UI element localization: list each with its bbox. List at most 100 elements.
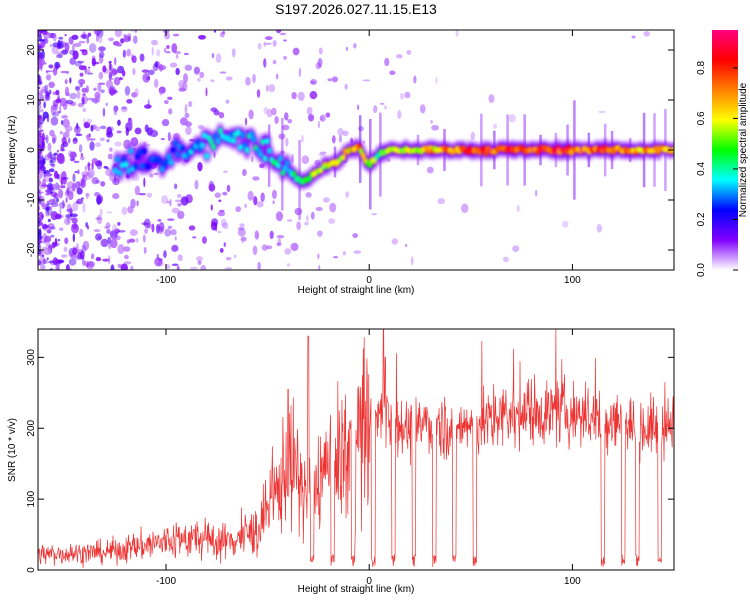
- spectrogram-noise-blob: [49, 160, 54, 164]
- spectrogram-noise-blob: [58, 36, 64, 40]
- spectrogram-noise-blob: [241, 237, 245, 244]
- spectrogram-noise-blob: [344, 83, 348, 90]
- spectrogram-noise-blob: [131, 55, 137, 64]
- spectrogram-noise-blob: [64, 237, 69, 245]
- spectrogram-noise-blob: [38, 86, 41, 90]
- spectrogram-noise-blob: [54, 237, 58, 247]
- spectrogram-noise-blob: [146, 143, 151, 147]
- spectrogram-noise-blob: [247, 190, 254, 201]
- spectrogram-noise-blob: [171, 43, 178, 53]
- ridge-core-blob: [139, 163, 145, 170]
- spectrogram-y-tick-label: -20: [26, 242, 37, 257]
- spectrogram-noise-blob: [271, 107, 277, 116]
- spectrogram-noise-blob: [38, 256, 46, 266]
- spectrogram-noise-blob: [221, 222, 229, 230]
- spectrogram-noise-blob: [197, 260, 202, 265]
- spectrogram-noise-blob: [306, 106, 313, 116]
- spectrogram-noise-blob: [263, 41, 266, 47]
- spectrogram-noise-blob: [83, 260, 87, 267]
- spectrogram-noise-blob: [315, 206, 323, 212]
- spectrogram-noise-blob: [52, 137, 56, 144]
- spectrogram-noise-blob: [460, 203, 469, 214]
- spectrogram-noise-blob: [53, 152, 58, 156]
- spectrogram-noise-blob: [120, 38, 125, 44]
- spectrogram-noise-blob: [87, 225, 90, 230]
- spectrogram-noise-blob: [53, 170, 59, 179]
- spectrogram-noise-blob: [76, 187, 83, 195]
- spectrogram-noise-blob: [136, 200, 139, 207]
- spectrogram-noise-blob: [345, 191, 350, 198]
- spectrogram-noise-blob: [406, 49, 412, 55]
- spectrogram-noise-blob: [266, 245, 273, 250]
- ridge-core-blob: [202, 132, 208, 139]
- spectrogram-noise-blob: [103, 166, 108, 169]
- spectrogram-noise-blob: [99, 208, 103, 216]
- spectrogram-noise-blob: [111, 236, 117, 241]
- spectrogram-noise-blob: [240, 236, 247, 242]
- spectrogram-noise-blob: [252, 245, 258, 256]
- spectrogram-noise-blob: [82, 107, 87, 113]
- spectrogram-noise-blob: [161, 118, 170, 127]
- spectrogram-noise-blob: [52, 99, 59, 107]
- spectrogram-noise-blob: [143, 177, 146, 188]
- spectrogram-noise-blob: [81, 87, 88, 93]
- spectrogram-noise-blob: [244, 117, 248, 126]
- spectrogram-noise-blob: [51, 112, 60, 117]
- spectrogram-noise-blob: [93, 229, 101, 233]
- spectrogram-noise-blob: [82, 96, 85, 105]
- ridge-core-blob: [157, 157, 163, 165]
- spectrogram-noise-blob: [48, 168, 55, 173]
- ridge-core-blob: [226, 136, 232, 144]
- spectrogram-noise-blob: [210, 79, 215, 83]
- spectrogram-noise-blob: [41, 141, 45, 147]
- spectrogram-noise-blob: [257, 42, 262, 50]
- spectrogram-y-label: Frequency (Hz): [7, 116, 18, 185]
- spectrogram-noise-blob: [317, 230, 323, 237]
- spectrogram-noise-blob: [319, 151, 327, 154]
- spectrogram-noise-blob: [80, 34, 87, 39]
- spectrogram-noise-blob: [310, 211, 315, 220]
- spectrogram-noise-blob: [86, 72, 94, 75]
- spectrogram-noise-blob: [121, 70, 126, 77]
- spectrogram-noise-blob: [296, 221, 302, 231]
- spectrogram-noise-blob: [80, 179, 87, 189]
- spectrogram-noise-blob: [174, 183, 178, 190]
- spectrogram-noise-blob: [219, 248, 224, 253]
- spectrogram-noise-blob: [40, 108, 44, 113]
- spectrogram-noise-blob: [333, 256, 339, 259]
- colorbar-tick-label: 0.4: [696, 162, 707, 176]
- spectrogram-noise-blob: [171, 207, 180, 214]
- spectrogram-noise-blob: [197, 124, 204, 130]
- spectrogram-noise-blob: [141, 69, 150, 73]
- spectrogram-noise-blob: [122, 49, 126, 58]
- spectrogram-noise-blob: [239, 223, 245, 228]
- spectrogram-noise-blob: [38, 139, 42, 143]
- spectrogram-noise-blob: [261, 244, 268, 251]
- snr-y-ticks: 0 100 200 300: [26, 349, 674, 573]
- spectrogram-noise-blob: [184, 103, 188, 114]
- spectrogram-noise-blob: [168, 108, 173, 115]
- spectrogram-noise-blob: [110, 264, 115, 270]
- spectrogram-noise-blob: [426, 166, 434, 174]
- spectrogram-noise-blob: [226, 184, 231, 193]
- spectrogram-noise-blob: [38, 229, 42, 237]
- snr-panel: -100 0 100 0 100 200 300 Height of straight l…: [7, 328, 675, 595]
- spectrogram-noise-blob: [123, 33, 126, 38]
- spectrogram-noise-blob: [164, 228, 172, 237]
- spectrogram-noise-blob: [237, 228, 246, 237]
- spectrogram-noise-blob: [49, 156, 57, 161]
- spectrogram-noise-blob: [65, 92, 71, 97]
- spectrogram-noise-blob: [391, 238, 399, 245]
- spectrogram-noise-blob: [342, 130, 349, 137]
- colorbar-tick-label: 0.8: [696, 61, 707, 75]
- spectrogram-noise-blob: [38, 106, 41, 116]
- spectrogram-y-tick-label: -10: [26, 192, 37, 207]
- spectrogram-noise-blob: [253, 196, 258, 206]
- spectrogram-noise-blob: [113, 228, 120, 234]
- spectrogram-noise-blob: [70, 213, 78, 218]
- spectrogram-noise-blob: [75, 201, 80, 204]
- spectrogram-noise-blob: [305, 192, 312, 198]
- spectrogram-noise-blob: [156, 253, 160, 260]
- spectrogram-noise-blob: [266, 84, 269, 92]
- colorbar-ticks: 0.0 0.2 0.4 0.6 0.8: [696, 61, 738, 277]
